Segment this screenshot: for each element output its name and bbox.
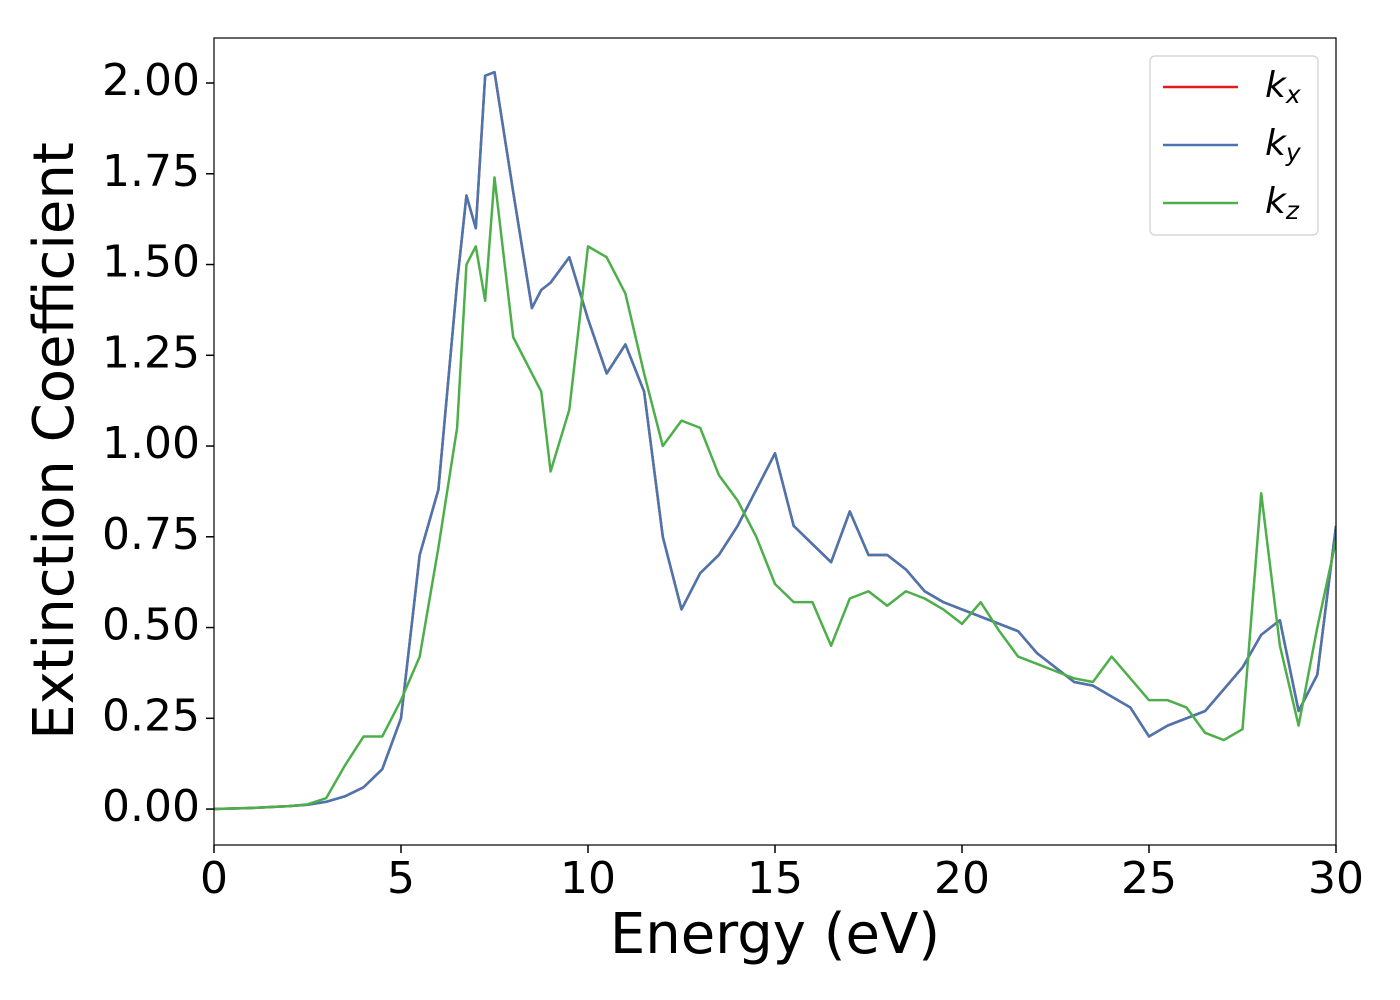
x-axis-label: Energy (eV) bbox=[610, 902, 940, 967]
x-tick-label: 10 bbox=[560, 853, 616, 904]
legend-label: kz bbox=[1265, 181, 1300, 225]
y-tick-label: 1.50 bbox=[102, 237, 200, 288]
legend-label: ky bbox=[1265, 123, 1302, 167]
y-tick-label: 1.00 bbox=[102, 418, 200, 469]
x-tick-label: 0 bbox=[200, 853, 228, 904]
line-series bbox=[214, 70, 1336, 811]
y-axis-label: Extinction Coefficient bbox=[22, 142, 87, 740]
x-tick-label: 20 bbox=[934, 853, 990, 904]
x-tick-label: 30 bbox=[1308, 853, 1364, 904]
y-tick-label: 0.25 bbox=[102, 690, 200, 741]
y-tick-label: 0.50 bbox=[102, 600, 200, 651]
y-tick-label: 2.00 bbox=[102, 55, 200, 106]
legend-label: kx bbox=[1265, 65, 1301, 109]
x-tick-label: 15 bbox=[747, 853, 803, 904]
line-series bbox=[214, 176, 1336, 811]
x-tick-label: 5 bbox=[387, 853, 415, 904]
y-tick-label: 0.00 bbox=[102, 781, 200, 832]
y-tick-label: 1.75 bbox=[102, 146, 200, 197]
y-tick-label: 1.25 bbox=[102, 327, 200, 378]
plot-frame bbox=[213, 37, 1337, 846]
x-tick-label: 25 bbox=[1121, 853, 1177, 904]
y-tick-label: 0.75 bbox=[102, 509, 200, 560]
